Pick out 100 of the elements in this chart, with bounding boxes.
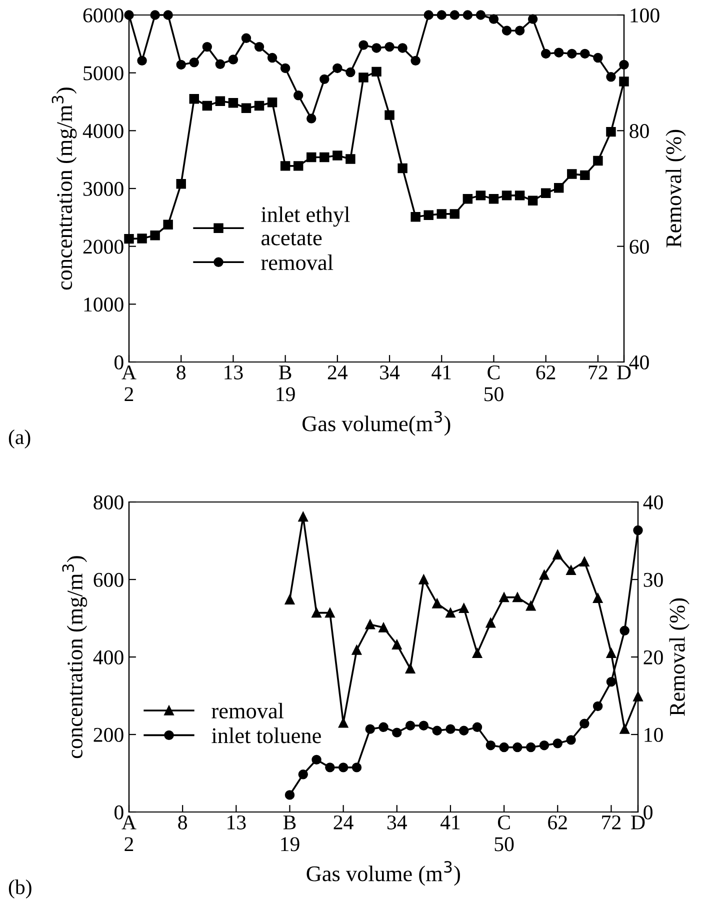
x-tick-label: C 50 — [484, 365, 504, 402]
point — [378, 722, 388, 732]
point — [372, 66, 382, 77]
point — [620, 626, 630, 636]
y-tick-label: 5000 — [84, 66, 124, 80]
point — [312, 754, 322, 765]
point — [320, 74, 330, 84]
x-tick-label: 24 — [334, 815, 354, 830]
point — [486, 740, 496, 750]
x-tick-label: 41 — [432, 365, 451, 380]
point — [446, 724, 456, 734]
y-tick-label: 6000 — [83, 8, 124, 22]
point — [593, 52, 603, 63]
y-tick-label: 200 — [94, 728, 124, 742]
point — [450, 209, 460, 219]
point — [378, 622, 388, 632]
point — [384, 42, 394, 52]
point — [365, 620, 375, 630]
point — [137, 56, 147, 66]
point — [499, 742, 509, 752]
point — [567, 48, 577, 59]
point — [580, 556, 590, 567]
y-axis-title: concentration (mg/m$^{3}$) — [62, 556, 88, 758]
point — [512, 592, 522, 602]
point — [539, 740, 550, 750]
point — [306, 114, 316, 124]
x-tick-label: B 19 — [281, 816, 300, 852]
point — [372, 43, 382, 53]
point — [398, 163, 408, 174]
y2-tick-label: 40 — [629, 355, 649, 370]
y-tick-label: 1000 — [84, 298, 124, 312]
x-tick-label: 13 — [228, 815, 246, 830]
x-tick-label: 34 — [380, 365, 400, 380]
point — [436, 209, 446, 219]
point — [267, 52, 278, 63]
x-axis-title: Gas volume (m$^{3}$) — [306, 861, 460, 886]
point — [432, 598, 442, 608]
x-tick-label: 41 — [440, 815, 460, 830]
point — [502, 26, 512, 36]
point — [552, 738, 562, 748]
point — [514, 26, 525, 36]
point — [566, 565, 576, 576]
point — [325, 762, 335, 772]
point — [540, 48, 551, 59]
point — [410, 212, 420, 222]
point — [215, 96, 226, 106]
point — [459, 603, 469, 614]
point — [392, 640, 402, 650]
point — [293, 161, 304, 171]
point — [432, 726, 442, 736]
point — [254, 100, 264, 111]
point — [540, 188, 551, 198]
y-tick-label: 0 — [114, 355, 124, 370]
y-tick-label: 800 — [94, 495, 124, 510]
point — [284, 790, 295, 800]
point — [202, 42, 212, 52]
point — [619, 76, 629, 86]
point — [284, 594, 295, 605]
y-tick-label: 0 — [114, 805, 124, 820]
point — [580, 718, 590, 729]
point — [446, 608, 456, 618]
point — [293, 90, 304, 100]
point — [472, 648, 482, 658]
y-tick-label: 2000 — [83, 240, 124, 254]
point — [189, 94, 199, 104]
point — [280, 161, 290, 171]
y2-tick-label: 40 — [643, 495, 663, 510]
point — [528, 196, 538, 206]
point — [606, 126, 616, 137]
y2-axis-title: Removal (%) — [669, 598, 690, 716]
point — [580, 170, 590, 180]
point — [384, 110, 394, 120]
point — [228, 54, 238, 64]
x-tick-label: 34 — [387, 815, 407, 830]
point — [512, 742, 522, 752]
point — [554, 48, 564, 58]
point — [352, 645, 362, 655]
y2-axis-title: Removal (%) — [666, 130, 686, 248]
point — [267, 97, 278, 108]
x-tick-label: 13 — [224, 365, 243, 380]
point — [499, 592, 509, 602]
x-tick-label: A 2 — [122, 815, 136, 852]
point — [488, 14, 499, 24]
x-tick-label: B 19 — [276, 366, 295, 402]
point — [424, 210, 434, 220]
y-tick-label: 400 — [93, 650, 124, 664]
point — [620, 724, 630, 734]
point — [163, 220, 173, 230]
point — [346, 154, 356, 164]
point — [405, 664, 416, 674]
point — [215, 59, 226, 70]
point — [150, 230, 160, 240]
x-tick-label: A 2 — [122, 365, 136, 402]
text: (b) — [8, 880, 32, 898]
point — [593, 156, 603, 166]
y2-tick-label: 100 — [630, 8, 660, 22]
x-tick-label: 8 — [178, 815, 187, 830]
y-tick-label: 4000 — [82, 124, 124, 138]
point — [358, 72, 368, 82]
legend-label: removal — [212, 702, 284, 718]
